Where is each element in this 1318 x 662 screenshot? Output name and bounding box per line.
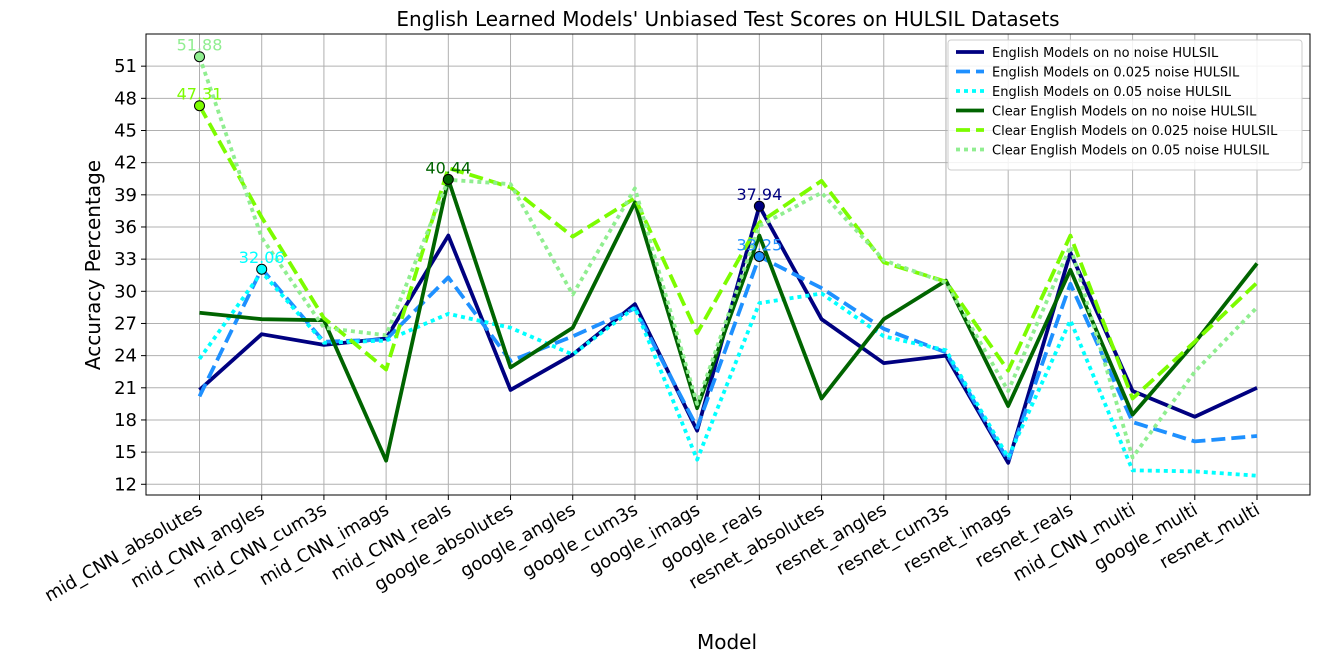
annotation-point xyxy=(194,51,205,63)
y-axis-ticks: 12 15 18 21 24 27 30 33 36 39 42 45 48 51 xyxy=(114,56,146,495)
series-line xyxy=(197,56,1259,460)
y-tick-label: 21 xyxy=(114,378,137,399)
legend-entry: English Models on 0.025 noise HULSIL xyxy=(992,66,1240,81)
annotation-point xyxy=(194,100,205,112)
y-tick-label: 51 xyxy=(114,56,137,77)
annotation-point xyxy=(442,173,454,185)
legend: English Models on no noise HULSIL English… xyxy=(947,39,1303,171)
y-tick-label: 39 xyxy=(114,185,137,206)
annotation-label: 47.31 xyxy=(177,85,223,104)
y-tick-label: 30 xyxy=(114,281,137,302)
series-line xyxy=(197,104,1259,401)
legend-entry: English Models on no noise HULSIL xyxy=(992,46,1219,61)
annotation-point xyxy=(753,200,765,212)
x-axis-label: Model xyxy=(697,630,757,654)
y-axis-label: Accuracy Percentage xyxy=(81,160,105,370)
y-tick-label: 12 xyxy=(114,474,137,495)
legend-entry: Clear English Models on 0.025 noise HULS… xyxy=(992,124,1278,139)
legend-entry: Clear English Models on no noise HULSIL xyxy=(992,105,1257,120)
x-axis-ticks: mid_CNN_absolutesmid_CNN_anglesmid_CNN_c… xyxy=(41,495,1264,606)
series-line xyxy=(199,177,1259,463)
series-lines xyxy=(197,56,1259,478)
plot-frame xyxy=(145,33,1311,496)
annotation-label: 32.06 xyxy=(239,248,285,267)
series-line xyxy=(197,254,1258,463)
chart-title: English Learned Models' Unbiased Test Sc… xyxy=(396,7,1059,31)
annotation-label: 33.25 xyxy=(736,235,782,254)
y-tick-label: 45 xyxy=(114,120,137,141)
annotation-label: 40.44 xyxy=(425,158,471,177)
annotation-point xyxy=(256,263,268,275)
y-tick-label: 27 xyxy=(114,313,137,334)
series-line xyxy=(197,270,1258,478)
y-tick-label: 48 xyxy=(114,88,137,109)
y-tick-label: 33 xyxy=(114,249,137,270)
y-tick-label: 42 xyxy=(114,153,137,174)
y-tick-label: 24 xyxy=(114,346,137,367)
annotation-label: 51.88 xyxy=(177,36,223,55)
annotation-point xyxy=(753,250,765,262)
y-tick-label: 18 xyxy=(114,410,137,431)
annotation-markers: 51.88 47.31 32.06 40.44 37.94 33.25 xyxy=(177,36,782,275)
legend-entry: Clear English Models on 0.05 noise HULSI… xyxy=(992,144,1270,159)
annotation-label: 37.94 xyxy=(736,185,782,204)
legend-box xyxy=(947,39,1303,171)
legend-entry: English Models on 0.05 noise HULSIL xyxy=(992,85,1232,100)
y-tick-label: 36 xyxy=(114,217,137,238)
y-tick-label: 15 xyxy=(114,442,137,463)
